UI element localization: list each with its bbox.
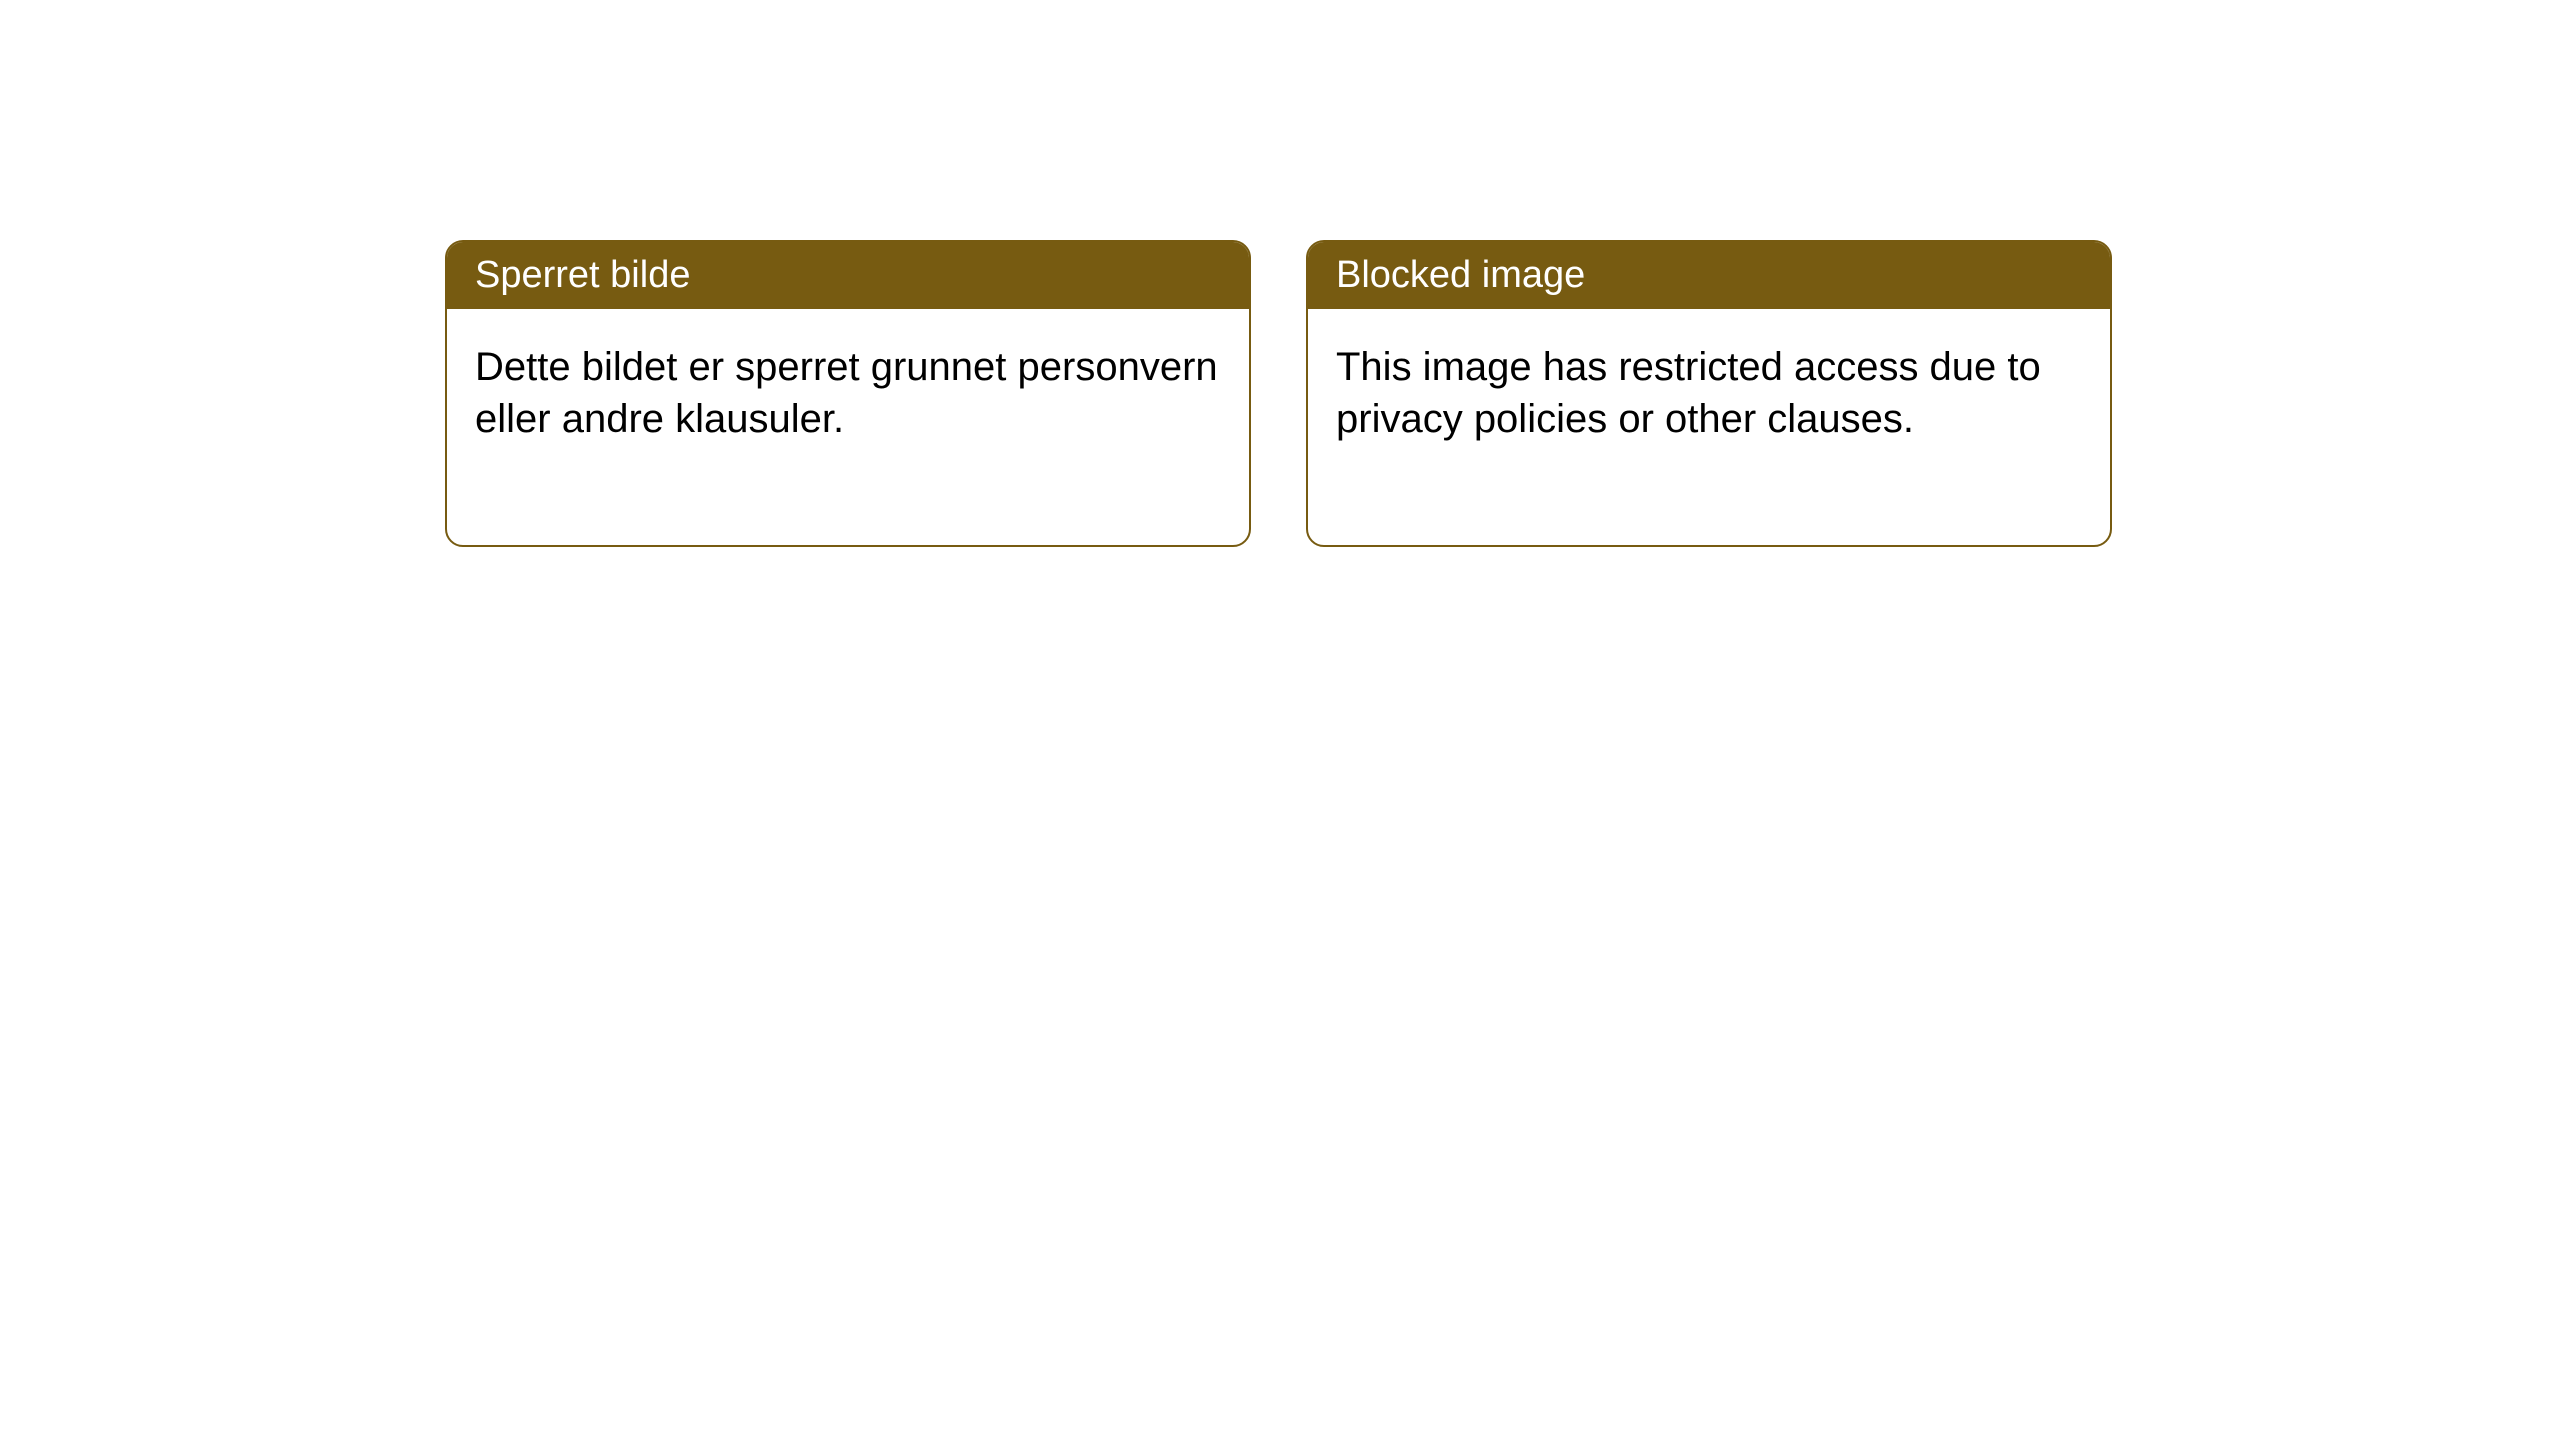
notice-header-english: Blocked image	[1308, 242, 2110, 309]
notice-card-english: Blocked image This image has restricted …	[1306, 240, 2112, 547]
notice-card-norwegian: Sperret bilde Dette bildet er sperret gr…	[445, 240, 1251, 547]
notice-body-norwegian: Dette bildet er sperret grunnet personve…	[447, 309, 1249, 545]
notice-text: This image has restricted access due to …	[1336, 345, 2041, 441]
notice-text: Dette bildet er sperret grunnet personve…	[475, 345, 1218, 441]
notice-container: Sperret bilde Dette bildet er sperret gr…	[445, 240, 2112, 547]
notice-header-norwegian: Sperret bilde	[447, 242, 1249, 309]
notice-body-english: This image has restricted access due to …	[1308, 309, 2110, 545]
notice-title: Blocked image	[1336, 254, 1585, 296]
notice-title: Sperret bilde	[475, 254, 690, 296]
